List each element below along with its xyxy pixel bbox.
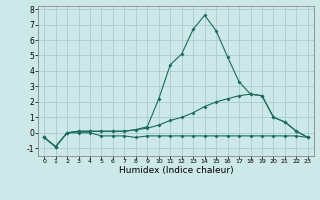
X-axis label: Humidex (Indice chaleur): Humidex (Indice chaleur) [119,166,233,175]
